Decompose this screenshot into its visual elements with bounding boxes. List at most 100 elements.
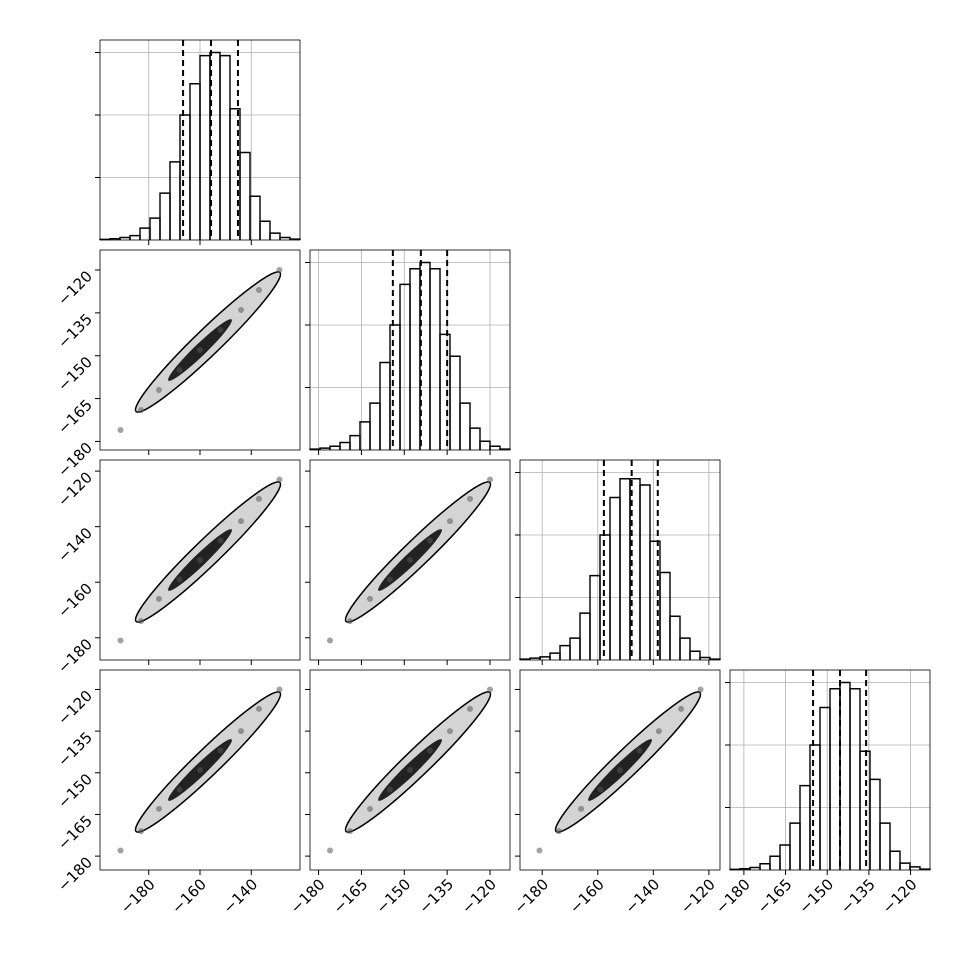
histogram-bin (769, 855, 781, 870)
y-tick-label: −140 (54, 524, 96, 566)
sample-point (117, 847, 124, 854)
histogram-bin (679, 637, 691, 660)
sample-point (238, 728, 245, 735)
sample-point (678, 705, 685, 712)
histogram-bin (839, 681, 851, 870)
histogram-bin (879, 822, 891, 870)
y-tick-label: −120 (54, 267, 96, 309)
histogram-bin (799, 784, 811, 870)
sample-point (276, 476, 283, 483)
histogram-bin (579, 612, 591, 660)
sample-point (597, 786, 604, 793)
histogram-bin (169, 161, 181, 240)
panel-frame (309, 669, 511, 871)
histogram-bin (159, 192, 171, 240)
x-tick-label: −180 (117, 875, 159, 917)
sample-point (217, 537, 224, 544)
sample-point (697, 686, 704, 693)
histogram-bin (149, 217, 161, 240)
y-tick-label: −160 (54, 580, 96, 622)
histogram-bin (479, 440, 491, 450)
x-tick-label: −120 (879, 875, 921, 917)
sample-point (176, 576, 183, 583)
sample-point (238, 518, 245, 525)
histogram-bin (239, 151, 251, 240)
histogram-bin (459, 402, 471, 450)
histogram-bin (689, 650, 701, 660)
x-tick-label: −150 (372, 875, 414, 917)
y-tick-label: −165 (54, 396, 96, 438)
sample-point (197, 767, 203, 773)
x-tick-label: −180 (712, 875, 754, 917)
histogram-bin (439, 333, 451, 450)
histogram-bin (339, 441, 351, 450)
histogram-bin (669, 615, 681, 660)
histogram-bin (469, 427, 481, 450)
histogram-bin (409, 268, 421, 450)
x-tick-label: −180 (510, 875, 552, 917)
histogram-bin (549, 652, 561, 660)
sample-point (176, 367, 183, 373)
sample-point (467, 705, 473, 712)
sample-point (487, 686, 493, 693)
sample-point (636, 747, 643, 754)
x-tick-label: −135 (415, 875, 457, 917)
x-tick-label: −150 (795, 875, 837, 917)
histogram-bin (269, 232, 281, 240)
sample-point (447, 518, 453, 525)
sample-point (347, 618, 353, 625)
histogram-bin (379, 361, 391, 450)
histogram-bin (869, 778, 881, 870)
histogram-bin (639, 484, 651, 660)
sample-point (138, 618, 145, 625)
histogram-bin (369, 402, 381, 450)
sample-point (327, 637, 333, 644)
y-tick-label: −165 (54, 812, 96, 854)
sample-point (347, 828, 353, 835)
y-tick-label: −180 (54, 439, 96, 481)
histogram-bin (569, 637, 581, 660)
histogram-bin (259, 220, 271, 240)
histogram-bin (249, 195, 261, 240)
sample-point (427, 537, 433, 544)
y-tick-label: −135 (54, 728, 96, 770)
sample-point (407, 767, 413, 773)
sample-point (367, 805, 373, 812)
histogram-bin (829, 688, 841, 870)
x-tick-label: −160 (566, 875, 608, 917)
histogram-bin (349, 434, 361, 450)
sample-point (407, 557, 413, 563)
sample-point (578, 805, 585, 812)
sample-point (276, 686, 283, 693)
histogram-bin (909, 866, 921, 870)
histogram-bin (219, 54, 231, 240)
sample-point (427, 747, 433, 754)
histogram-bin (659, 571, 671, 660)
x-tick-label: −120 (677, 875, 719, 917)
histogram-bin (609, 496, 621, 660)
histogram-bin (189, 83, 201, 240)
sample-point (536, 847, 543, 854)
sample-point (138, 407, 145, 413)
x-tick-label: −140 (219, 875, 261, 917)
sample-point (487, 476, 493, 483)
histogram-bin (819, 706, 831, 870)
histogram-bin (559, 644, 571, 660)
sample-point (255, 705, 262, 712)
sample-point (255, 495, 262, 502)
y-tick-label: −120 (54, 687, 96, 729)
sample-point (217, 327, 224, 333)
histogram-bin (489, 445, 501, 450)
sample-point (238, 307, 245, 313)
histogram-bin (129, 234, 141, 240)
y-tick-label: −150 (54, 770, 96, 812)
histogram-bin (539, 656, 551, 660)
histogram-bin (199, 54, 211, 240)
sample-point (197, 347, 203, 353)
histogram-bin (449, 355, 461, 450)
x-tick-label: −165 (754, 875, 796, 917)
sample-point (217, 747, 224, 754)
sample-point (155, 595, 162, 602)
sample-point (655, 728, 662, 735)
